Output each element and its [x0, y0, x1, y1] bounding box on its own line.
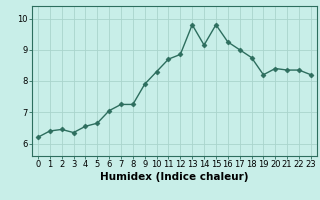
X-axis label: Humidex (Indice chaleur): Humidex (Indice chaleur) [100, 172, 249, 182]
